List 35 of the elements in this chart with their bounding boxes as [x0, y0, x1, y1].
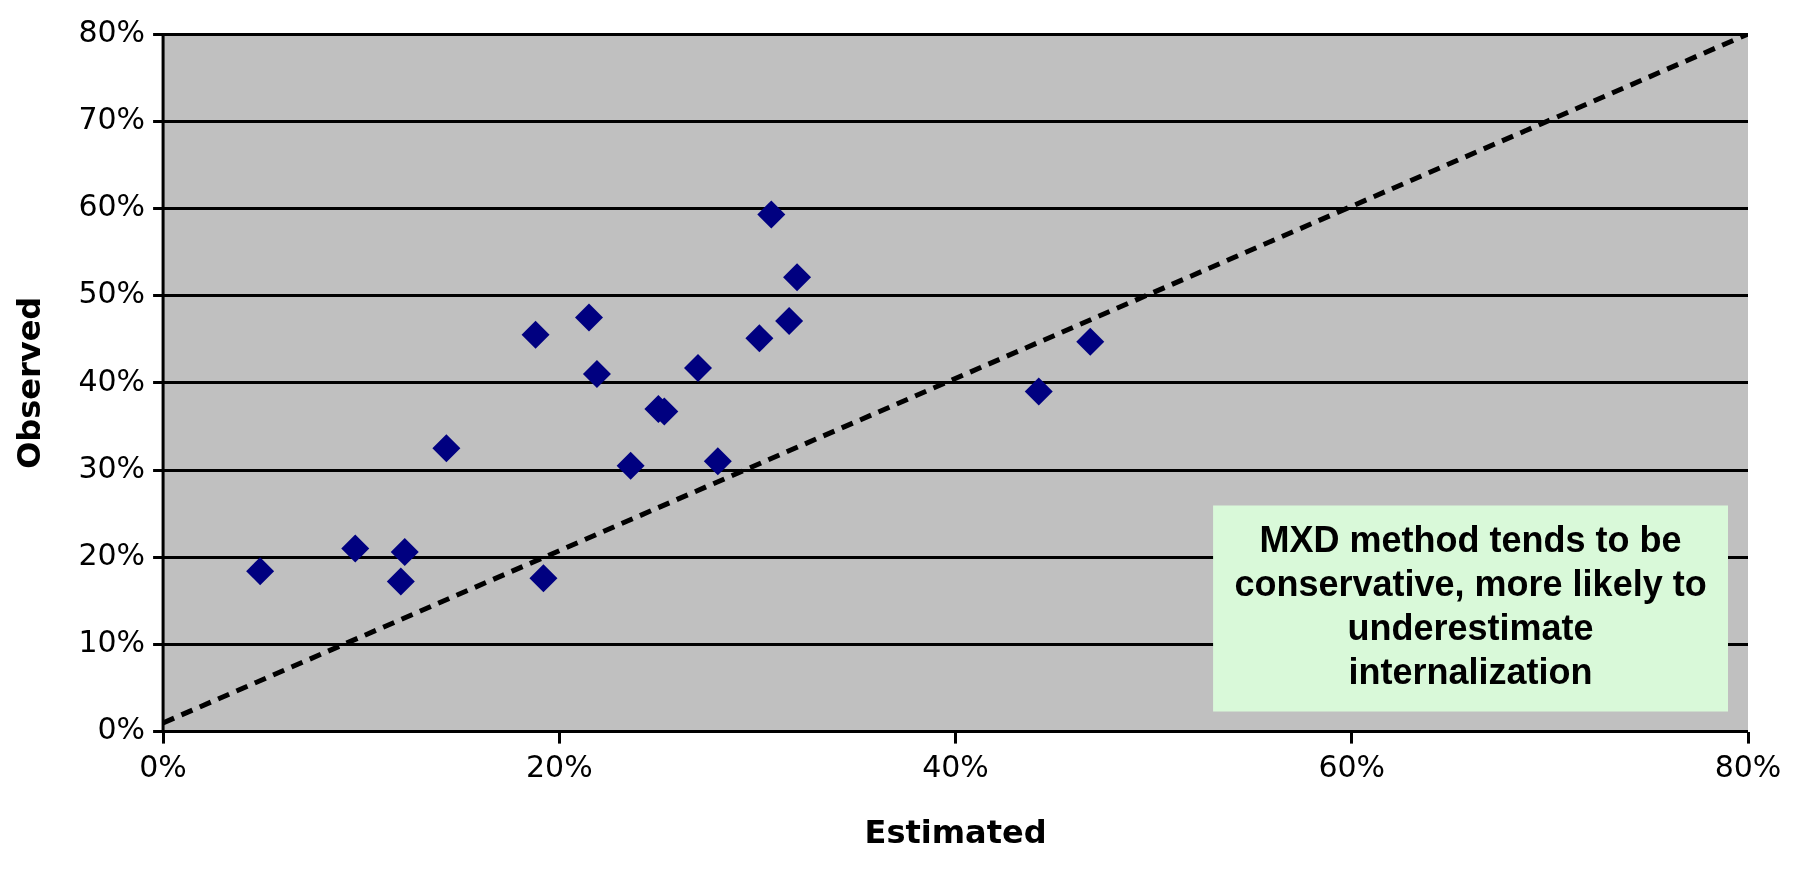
y-tick-label: 50% [78, 275, 146, 311]
y-tick-label: 30% [78, 449, 146, 485]
point [582, 360, 611, 389]
y-tick-label: 20% [78, 537, 146, 572]
y-tick-label: 40% [78, 362, 146, 398]
x-tick-label: 20% [525, 749, 593, 785]
y-tick-label: 80% [78, 13, 146, 49]
x-tick-label: 0% [139, 749, 187, 785]
point [521, 320, 550, 349]
x-tick-label: 60% [1318, 749, 1386, 785]
y-tick-label: 60% [78, 188, 146, 224]
point [1024, 377, 1053, 406]
y-tick-label: 70% [78, 101, 146, 136]
point [757, 200, 786, 229]
point [341, 534, 370, 563]
point [1076, 327, 1105, 356]
point [775, 306, 804, 335]
point [745, 324, 774, 353]
point [529, 564, 558, 593]
point [390, 537, 419, 566]
point [683, 353, 712, 382]
point [783, 263, 812, 292]
y-tick-label: 10% [78, 624, 146, 660]
x-axis-title: Estimated [864, 813, 1047, 852]
point [246, 557, 275, 586]
y-axis-title: Observed [9, 296, 48, 469]
x-tick-label: 40% [922, 749, 989, 785]
annotation: MXD method tends to be conservative, more likely to underestimate internalization [1234, 518, 1707, 692]
point [432, 434, 461, 463]
y-tick-label: 0% [97, 711, 146, 747]
x-tick-label: 80% [1714, 749, 1782, 785]
point [703, 447, 732, 476]
point [616, 451, 645, 480]
point [575, 303, 604, 332]
point [386, 567, 415, 596]
